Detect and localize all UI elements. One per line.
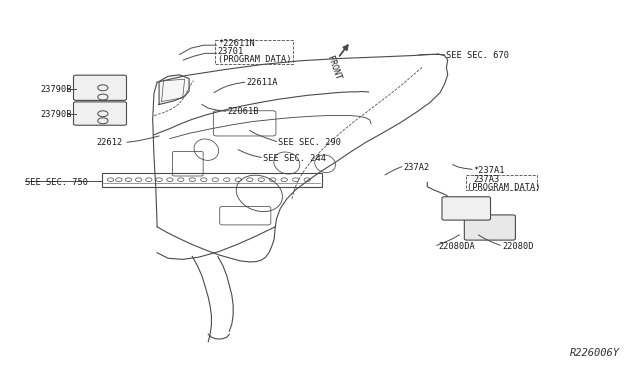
Text: 237A3: 237A3: [473, 175, 499, 184]
Text: SEE SEC. 290: SEE SEC. 290: [278, 138, 342, 147]
FancyBboxPatch shape: [465, 215, 515, 240]
Text: R226006Y: R226006Y: [570, 348, 620, 358]
Text: 23701: 23701: [218, 47, 244, 56]
FancyBboxPatch shape: [442, 197, 490, 220]
Text: 22611A: 22611A: [246, 78, 278, 87]
Text: SEE SEC. 244: SEE SEC. 244: [262, 154, 326, 163]
Text: 22612: 22612: [97, 138, 123, 147]
Text: 23790B: 23790B: [40, 85, 72, 94]
Text: SEE SEC. 670: SEE SEC. 670: [447, 51, 509, 60]
Text: 23790B: 23790B: [40, 110, 72, 119]
Text: (PROGRAM DATA): (PROGRAM DATA): [218, 55, 291, 64]
Text: 22080D: 22080D: [502, 241, 534, 250]
Text: SEE SEC. 750: SEE SEC. 750: [25, 178, 88, 187]
Text: *237A1: *237A1: [473, 166, 505, 175]
Text: (PROGRAM DATA): (PROGRAM DATA): [467, 183, 540, 192]
Text: *22611N: *22611N: [218, 39, 255, 48]
Bar: [102, 173, 322, 187]
Text: 22061B: 22061B: [227, 108, 259, 116]
FancyBboxPatch shape: [74, 75, 127, 100]
Text: 22080DA: 22080DA: [438, 241, 475, 250]
FancyBboxPatch shape: [74, 102, 127, 125]
Polygon shape: [159, 75, 189, 105]
Text: 237A2: 237A2: [403, 163, 429, 172]
Text: FRONT: FRONT: [325, 54, 342, 81]
